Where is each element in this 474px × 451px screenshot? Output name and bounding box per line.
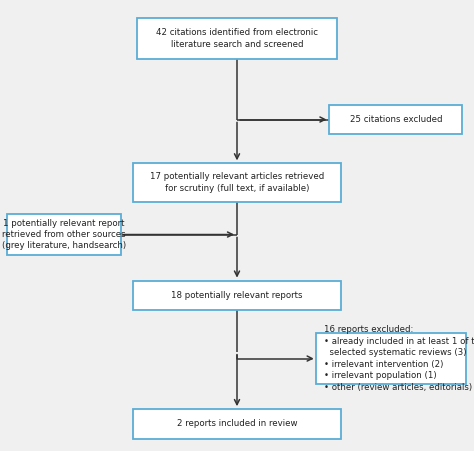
- FancyBboxPatch shape: [137, 18, 337, 59]
- Text: 18 potentially relevant reports: 18 potentially relevant reports: [171, 291, 303, 300]
- Text: 17 potentially relevant articles retrieved
for scrutiny (full text, if available: 17 potentially relevant articles retriev…: [150, 172, 324, 193]
- FancyBboxPatch shape: [329, 105, 462, 134]
- FancyBboxPatch shape: [133, 164, 341, 202]
- FancyBboxPatch shape: [133, 281, 341, 310]
- Text: 25 citations excluded: 25 citations excluded: [349, 115, 442, 124]
- Text: 16 reports excluded:
• already included in at least 1 of the
  selected systemat: 16 reports excluded: • already included …: [323, 326, 474, 391]
- Text: 42 citations identified from electronic
literature search and screened: 42 citations identified from electronic …: [156, 28, 318, 49]
- Text: 2 reports included in review: 2 reports included in review: [177, 419, 297, 428]
- FancyBboxPatch shape: [133, 410, 341, 438]
- FancyBboxPatch shape: [316, 333, 465, 384]
- FancyBboxPatch shape: [7, 214, 121, 255]
- Text: 1 potentially relevant report
retrieved from other sources
(grey literature, han: 1 potentially relevant report retrieved …: [2, 219, 126, 250]
